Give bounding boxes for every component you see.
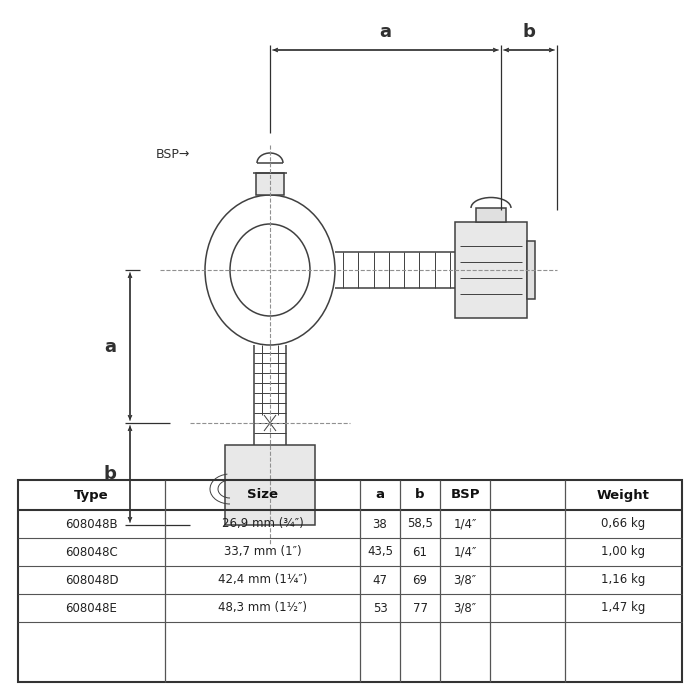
Text: 53: 53 [372,601,387,615]
Text: 3/8″: 3/8″ [454,573,477,587]
Text: 608048C: 608048C [65,545,118,559]
Text: b: b [415,489,425,501]
Text: a: a [375,489,384,501]
Bar [18,480,682,682]
Bar [476,208,506,222]
Text: 1,16 kg: 1,16 kg [601,573,645,587]
Text: b: b [523,23,536,41]
Text: BSP: BSP [450,489,480,501]
Text: 38: 38 [372,517,387,531]
Text: b: b [104,465,116,483]
Bar [527,241,535,299]
Text: 608048D: 608048D [64,573,118,587]
Bar [455,222,527,318]
Text: 61: 61 [412,545,428,559]
Text: 47: 47 [372,573,388,587]
Text: Size: Size [247,489,278,501]
Text: BSP→: BSP→ [155,148,190,162]
Text: 69: 69 [412,573,428,587]
Text: 58,5: 58,5 [407,517,433,531]
Text: 48,3 mm (1½″): 48,3 mm (1½″) [218,601,307,615]
Text: 33,7 mm (1″): 33,7 mm (1″) [224,545,301,559]
Text: 26,9 mm (¾″): 26,9 mm (¾″) [222,517,303,531]
Text: a: a [104,337,116,356]
Text: 3/8″: 3/8″ [454,601,477,615]
Text: 1/4″: 1/4″ [454,545,477,559]
Text: 43,5: 43,5 [367,545,393,559]
Text: 42,4 mm (1¼″): 42,4 mm (1¼″) [218,573,307,587]
Text: a: a [379,23,391,41]
Text: 608048E: 608048E [66,601,118,615]
Text: 0,66 kg: 0,66 kg [601,517,645,531]
Text: 1,00 kg: 1,00 kg [601,545,645,559]
Text: 77: 77 [412,601,428,615]
Text: 1,47 kg: 1,47 kg [601,601,645,615]
Bar [225,445,315,525]
Text: 608048B: 608048B [65,517,118,531]
Bar [256,173,284,195]
Text: Weight: Weight [597,489,650,501]
Text: Type: Type [74,489,108,501]
Text: 1/4″: 1/4″ [454,517,477,531]
